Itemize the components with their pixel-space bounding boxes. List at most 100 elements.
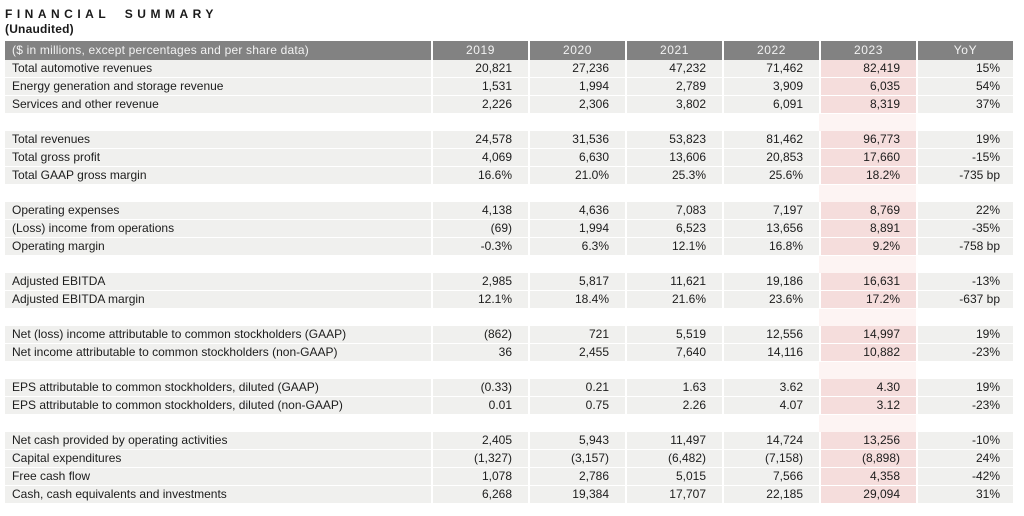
spacer-cell — [5, 114, 431, 131]
cell-2020: 1,994 — [528, 220, 625, 238]
cell-2021: 17,707 — [625, 486, 722, 504]
table-row: Net cash provided by operating activitie… — [5, 432, 1013, 450]
cell-2020: 27,236 — [528, 60, 625, 78]
spacer-cell — [819, 309, 916, 326]
cell-2023: 3.12 — [819, 397, 916, 415]
cell-2020: 5,817 — [528, 273, 625, 291]
spacer-cell — [5, 309, 431, 326]
cell-2021: 11,497 — [625, 432, 722, 450]
row-label: Total GAAP gross margin — [5, 167, 431, 185]
section-spacer-row — [5, 256, 1013, 273]
cell-2023: (8,898) — [819, 450, 916, 468]
cell-2021: 2.26 — [625, 397, 722, 415]
cell-2019: 2,985 — [431, 273, 528, 291]
cell-2023: 6,035 — [819, 78, 916, 96]
cell-2022: 16.8% — [722, 238, 819, 256]
cell-2020: 21.0% — [528, 167, 625, 185]
cell-2020: (3,157) — [528, 450, 625, 468]
row-label: (Loss) income from operations — [5, 220, 431, 238]
cell-2019: 0.01 — [431, 397, 528, 415]
row-label: Capital expenditures — [5, 450, 431, 468]
financial-summary-page: FINANCIAL SUMMARY (Unaudited) ($ in mill… — [5, 7, 1013, 504]
row-label: Operating margin — [5, 238, 431, 256]
cell-yoy: 24% — [916, 450, 1013, 468]
cell-2021: 2,789 — [625, 78, 722, 96]
cell-2019: 4,069 — [431, 149, 528, 167]
column-header-2019: 2019 — [431, 41, 528, 60]
table-row: Free cash flow 1,078 2,786 5,015 7,566 4,358-… — [5, 468, 1013, 486]
cell-2022: 22,185 — [722, 486, 819, 504]
spacer-cell — [722, 114, 819, 131]
row-label: Operating expenses — [5, 202, 431, 220]
spacer-cell — [819, 256, 916, 273]
spacer-cell — [916, 309, 1013, 326]
cell-2023: 13,256 — [819, 432, 916, 450]
cell-2022: 4.07 — [722, 397, 819, 415]
cell-yoy: -10% — [916, 432, 1013, 450]
cell-2021: 3,802 — [625, 96, 722, 114]
cell-yoy: -758 bp — [916, 238, 1013, 256]
table-row: (Loss) income from operations (69) 1,994 6,… — [5, 220, 1013, 238]
section-spacer-row — [5, 362, 1013, 379]
cell-2019: (1,327) — [431, 450, 528, 468]
spacer-cell — [722, 309, 819, 326]
spacer-cell — [722, 256, 819, 273]
cell-2020: 2,786 — [528, 468, 625, 486]
spacer-cell — [722, 415, 819, 432]
cell-yoy: 54% — [916, 78, 1013, 96]
cell-2020: 1,994 — [528, 78, 625, 96]
cell-2020: 0.21 — [528, 379, 625, 397]
cell-2023: 96,773 — [819, 131, 916, 149]
spacer-cell — [431, 415, 528, 432]
cell-2022: 19,186 — [722, 273, 819, 291]
spacer-cell — [916, 114, 1013, 131]
spacer-cell — [5, 256, 431, 273]
cell-yoy: -23% — [916, 397, 1013, 415]
cell-2021: 12.1% — [625, 238, 722, 256]
column-header-2022: 2022 — [722, 41, 819, 60]
cell-yoy: 19% — [916, 131, 1013, 149]
section-spacer-row — [5, 114, 1013, 131]
cell-2021: 25.3% — [625, 167, 722, 185]
cell-2023: 4.30 — [819, 379, 916, 397]
cell-2019: (862) — [431, 326, 528, 344]
spacer-cell — [528, 185, 625, 202]
table-row: Energy generation and storage revenue 1,5… — [5, 78, 1013, 96]
cell-2023: 82,419 — [819, 60, 916, 78]
cell-2021: (6,482) — [625, 450, 722, 468]
spacer-cell — [722, 185, 819, 202]
table-header-row: ($ in millions, except percentages and p… — [5, 41, 1013, 60]
cell-yoy: 31% — [916, 486, 1013, 504]
spacer-cell — [528, 114, 625, 131]
column-header-yoy: YoY — [916, 41, 1013, 60]
cell-2019: 36 — [431, 344, 528, 362]
spacer-cell — [916, 415, 1013, 432]
cell-yoy: -23% — [916, 344, 1013, 362]
spacer-cell — [625, 415, 722, 432]
table-row: Net (loss) income attributable to common… — [5, 326, 1013, 344]
cell-2020: 4,636 — [528, 202, 625, 220]
cell-2021: 47,232 — [625, 60, 722, 78]
cell-2023: 29,094 — [819, 486, 916, 504]
cell-yoy: -35% — [916, 220, 1013, 238]
cell-2020: 2,306 — [528, 96, 625, 114]
row-label: Cash, cash equivalents and investments — [5, 486, 431, 504]
row-label: EPS attributable to common stockholders,… — [5, 397, 431, 415]
row-label: Total automotive revenues — [5, 60, 431, 78]
spacer-cell — [625, 362, 722, 379]
cell-2020: 6.3% — [528, 238, 625, 256]
column-header-2020: 2020 — [528, 41, 625, 60]
cell-2019: 12.1% — [431, 291, 528, 309]
cell-2022: 23.6% — [722, 291, 819, 309]
cell-2023: 17,660 — [819, 149, 916, 167]
cell-2021: 7,083 — [625, 202, 722, 220]
cell-2022: (7,158) — [722, 450, 819, 468]
cell-2021: 5,015 — [625, 468, 722, 486]
spacer-cell — [625, 185, 722, 202]
row-label: Services and other revenue — [5, 96, 431, 114]
table-header-label: ($ in millions, except percentages and p… — [5, 41, 431, 60]
cell-2020: 5,943 — [528, 432, 625, 450]
cell-2019: 1,531 — [431, 78, 528, 96]
cell-2021: 5,519 — [625, 326, 722, 344]
cell-yoy: 37% — [916, 96, 1013, 114]
